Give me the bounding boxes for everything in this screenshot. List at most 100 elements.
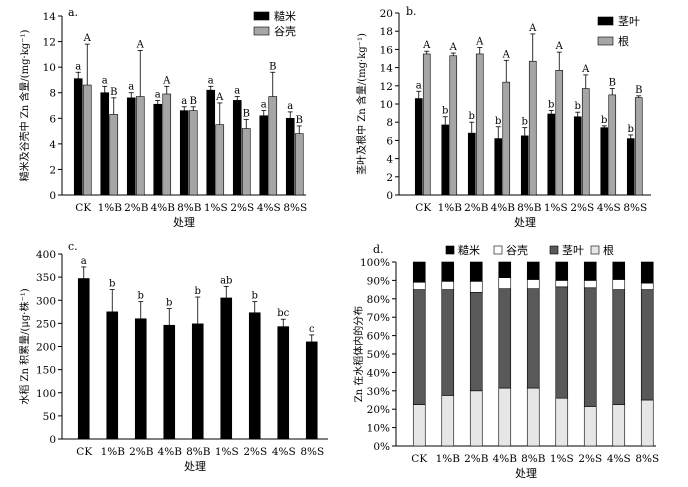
- significance-letter: B: [243, 109, 250, 120]
- significance-letter: B: [190, 96, 197, 107]
- bar: [573, 116, 582, 196]
- bar: [232, 100, 242, 196]
- bar: [494, 138, 503, 196]
- bar: [555, 70, 564, 196]
- bar: [528, 60, 537, 196]
- panel-label: b.: [406, 5, 417, 18]
- y-tick-label: 18: [380, 26, 393, 38]
- significance-letter: B: [635, 85, 642, 96]
- y-tick-label: 0: [386, 190, 393, 202]
- legend-swatch: [549, 245, 559, 255]
- significance-letter: bc: [277, 308, 289, 319]
- bar: [241, 128, 251, 196]
- legend-label: 谷壳: [506, 243, 528, 257]
- significance-letter: a: [155, 89, 161, 100]
- significance-letter: b: [109, 279, 115, 290]
- stacked-segment: [526, 288, 540, 389]
- stacked-segment: [583, 406, 597, 447]
- significance-letter: A: [475, 37, 484, 48]
- stacked-segment: [640, 289, 654, 401]
- y-tick-label: 14: [43, 11, 57, 23]
- y-tick-label: 200: [36, 342, 56, 354]
- stacked-segment: [583, 287, 597, 407]
- x-tick-label: 1%B: [438, 202, 463, 214]
- stacked-segment: [498, 288, 512, 389]
- legend-swatch: [493, 245, 503, 255]
- stacked-segment: [469, 261, 483, 282]
- stacked-segment: [612, 289, 626, 405]
- x-tick-label: 4%S: [597, 202, 621, 214]
- significance-letter: b: [548, 99, 554, 110]
- bar: [134, 318, 147, 440]
- bar: [285, 117, 295, 196]
- stacked-segment: [612, 404, 626, 447]
- bar: [626, 138, 635, 196]
- bar: [100, 92, 110, 196]
- bar: [220, 297, 233, 440]
- stacked-segment: [526, 279, 540, 289]
- panel-label: d.: [373, 243, 384, 256]
- significance-letter: ab: [220, 275, 232, 286]
- significance-letter: a: [81, 256, 87, 267]
- stacked-segment: [469, 390, 483, 447]
- x-tick-label: 8%S: [635, 453, 659, 465]
- bar: [82, 84, 92, 196]
- stacked-segment: [441, 281, 455, 290]
- legend-label: 谷壳: [274, 24, 296, 38]
- significance-letter: A: [555, 41, 564, 52]
- bar: [277, 326, 290, 440]
- bar: [215, 124, 225, 196]
- stacked-segment: [498, 387, 512, 447]
- legend-swatch: [597, 36, 614, 46]
- significance-letter: a: [287, 101, 293, 112]
- x-axis-title: 处理: [173, 216, 195, 229]
- stacked-segment: [526, 387, 540, 447]
- stacked-segment: [441, 395, 455, 447]
- stacked-segment: [412, 261, 426, 283]
- x-tick-label: 2%S: [243, 446, 267, 458]
- y-tick-label: 10: [380, 99, 393, 111]
- bar: [106, 311, 119, 440]
- significance-letter: b: [575, 101, 581, 112]
- x-tick-label: 4%B: [493, 453, 518, 465]
- stacked-segment: [412, 281, 426, 290]
- x-tick-label: 8%S: [300, 446, 324, 458]
- x-tick-label: 8%S: [283, 202, 307, 214]
- bar: [608, 94, 617, 196]
- significance-letter: a: [102, 75, 108, 86]
- y-tick-label: 60%: [367, 331, 390, 343]
- significance-letter: A: [136, 40, 145, 51]
- stacked-segment: [412, 289, 426, 405]
- bar: [109, 114, 119, 196]
- significance-letter: c: [309, 324, 315, 335]
- legend-label: 茎叶: [562, 244, 584, 257]
- legend-label: 根: [618, 34, 629, 48]
- bar: [305, 341, 318, 440]
- bar: [162, 93, 172, 196]
- panel-label: a.: [68, 6, 78, 19]
- x-tick-label: 2%B: [129, 446, 154, 458]
- significance-letter: a: [208, 75, 214, 86]
- y-tick-label: 4: [386, 154, 393, 166]
- x-tick-label: 1%B: [436, 453, 461, 465]
- y-tick-label: 80%: [367, 294, 390, 306]
- stacked-segment: [469, 292, 483, 392]
- legend-label: 茎叶: [618, 15, 640, 28]
- bar: [268, 96, 278, 196]
- y-tick-label: 6: [49, 113, 56, 125]
- x-tick-label: 1%S: [544, 202, 568, 214]
- legend-label: 糙米: [458, 243, 480, 257]
- significance-letter: a: [261, 100, 267, 111]
- significance-letter: A: [449, 42, 458, 53]
- significance-letter: B: [110, 87, 117, 98]
- x-axis-title: 处理: [514, 216, 536, 229]
- significance-letter: A: [528, 23, 537, 34]
- x-tick-label: 2%B: [464, 202, 489, 214]
- significance-letter: A: [581, 64, 590, 75]
- bar: [126, 97, 136, 196]
- bar: [414, 98, 423, 196]
- y-tick-label: 8: [49, 88, 56, 100]
- stacked-segment: [583, 261, 597, 281]
- x-tick-label: 4%S: [607, 453, 631, 465]
- significance-letter: B: [296, 115, 303, 126]
